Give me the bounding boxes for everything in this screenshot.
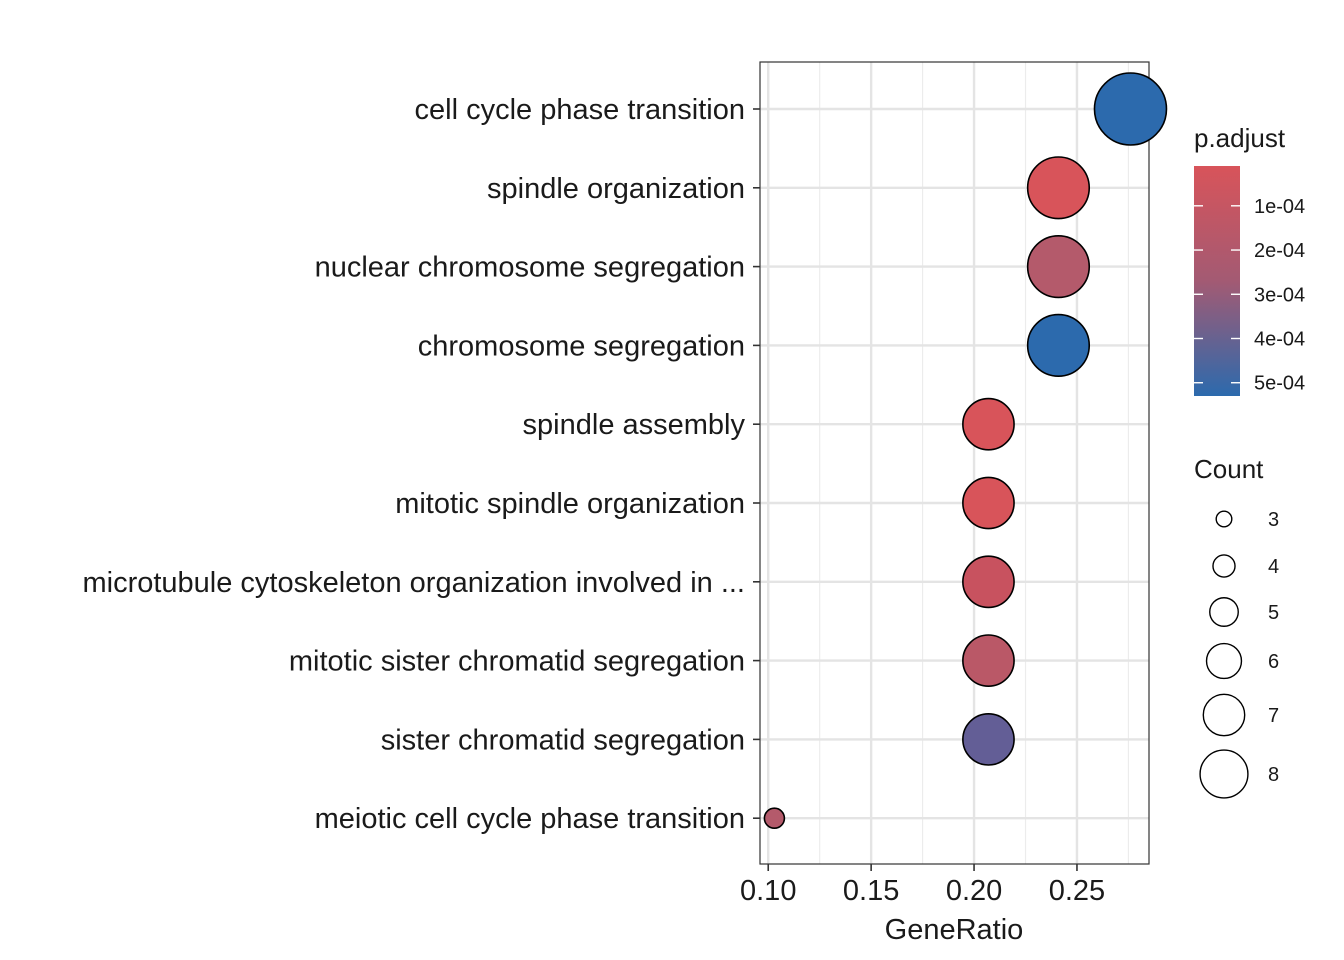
data-point	[962, 713, 1015, 766]
y-tick-label: chromosome segregation	[418, 330, 745, 362]
y-tick-label: sister chromatid segregation	[381, 724, 745, 756]
y-tick-label: mitotic spindle organization	[395, 488, 745, 520]
data-point	[1026, 156, 1091, 220]
size-legend-title: Count	[1194, 454, 1264, 484]
color-legend-title: p.adjust	[1194, 123, 1286, 153]
size-legend-label: 4	[1268, 556, 1279, 578]
size-legend-items: 3 4 5 6 7 8	[1199, 509, 1279, 799]
size-legend: Count 3 4 5 6 7 8	[1194, 454, 1279, 799]
data-point	[962, 397, 1015, 451]
color-legend-bar	[1194, 166, 1240, 396]
data-point	[1026, 235, 1091, 299]
x-axis: 0.10 0.15 0.20 0.25	[740, 864, 1105, 907]
color-legend-label: 1e-04	[1254, 196, 1305, 218]
size-legend-circle	[1202, 693, 1246, 737]
data-point	[962, 476, 1015, 530]
color-legend-label: 3e-04	[1254, 284, 1305, 306]
color-legend-ticks: 1e-04 2e-04 3e-04 4e-04 5e-04	[1194, 196, 1305, 395]
size-legend-label: 5	[1268, 602, 1279, 624]
y-tick-label: spindle assembly	[523, 409, 746, 441]
size-legend-circle	[1212, 554, 1236, 578]
data-point	[962, 634, 1015, 688]
y-tick-label: spindle organization	[487, 173, 745, 205]
y-tick-label: mitotic sister chromatid segregation	[289, 646, 745, 678]
data-point	[1026, 313, 1091, 378]
x-tick-label: 0.15	[843, 875, 899, 907]
size-legend-circle	[1209, 597, 1239, 627]
color-legend-label: 2e-04	[1254, 240, 1305, 262]
y-tick-label: microtubule cytoskeleton organization in…	[82, 567, 745, 599]
data-points	[763, 72, 1168, 830]
color-legend-label: 5e-04	[1254, 373, 1305, 395]
size-legend-circle	[1205, 642, 1243, 680]
x-tick-label: 0.25	[1049, 875, 1105, 907]
y-tick-label: cell cycle phase transition	[415, 94, 745, 126]
data-point	[763, 807, 786, 830]
size-legend-circle	[1215, 510, 1233, 528]
color-legend-label: 4e-04	[1254, 329, 1305, 351]
grid-lines	[760, 62, 1149, 864]
size-legend-circle	[1199, 749, 1249, 799]
size-legend-label: 6	[1268, 651, 1279, 673]
x-axis-title: GeneRatio	[885, 914, 1024, 946]
data-point	[1093, 72, 1168, 146]
y-axis: cell cycle phase transition spindle organ…	[82, 94, 760, 835]
color-legend: p.adjust 1e-04 2e-04 3e-04 4e-04 5e-04	[1194, 123, 1305, 396]
size-legend-label: 3	[1268, 509, 1279, 531]
plot-panel-border	[759, 61, 1150, 865]
x-tick-label: 0.20	[946, 875, 1002, 907]
size-legend-label: 7	[1268, 705, 1279, 727]
y-tick-label: nuclear chromosome segregation	[315, 252, 745, 284]
y-tick-label: meiotic cell cycle phase transition	[315, 803, 745, 835]
size-legend-label: 8	[1268, 764, 1279, 786]
x-tick-label: 0.10	[740, 875, 796, 907]
data-point	[962, 555, 1015, 609]
